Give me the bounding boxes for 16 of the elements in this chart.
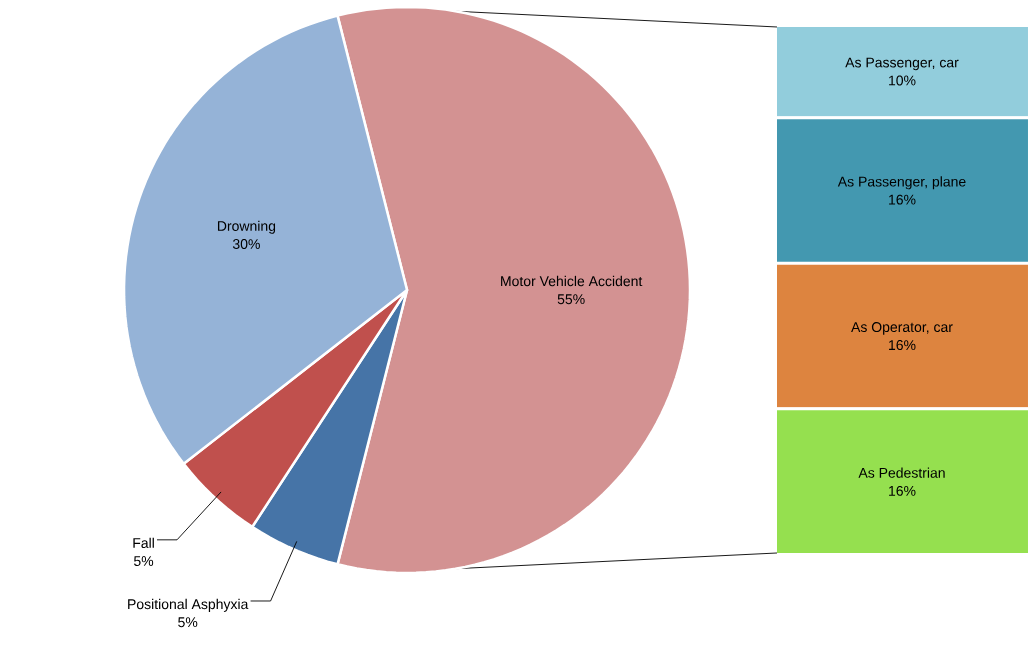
- slice-label: Drowning: [217, 220, 276, 234]
- slice-label: Positional Asphyxia: [128, 598, 249, 612]
- category-label: As Passenger, car: [845, 57, 959, 71]
- category-label: As Passenger, plane: [837, 176, 966, 190]
- category-label: As Pedestrian: [858, 467, 945, 478]
- data-label: 5%: [178, 617, 198, 628]
- category-label: As Operator, car: [851, 322, 953, 335]
- data-label: 30%: [232, 239, 260, 249]
- data-label: 16%: [889, 194, 916, 205]
- slice-label: Motor Vehicle Accident: [501, 275, 643, 287]
- data-label: 16%: [889, 485, 916, 496]
- data-label: 55%: [557, 294, 585, 305]
- data-label: 10%: [889, 75, 916, 86]
- data-label: 16%: [889, 340, 916, 351]
- data-label: 5%: [133, 556, 154, 566]
- slice-label: Fall: [133, 537, 154, 548]
